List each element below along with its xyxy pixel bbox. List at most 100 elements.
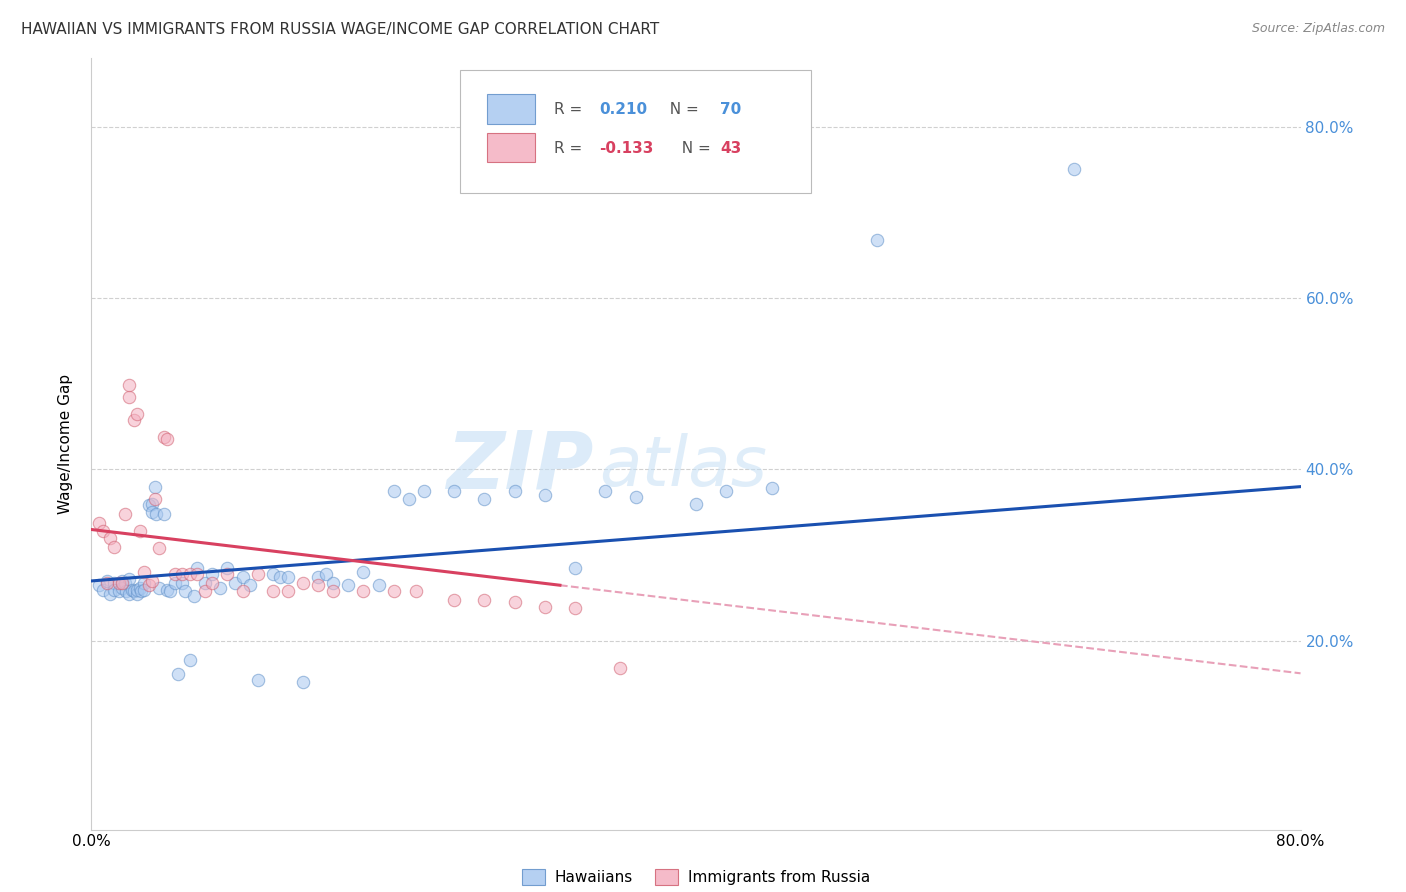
Point <box>322 575 344 590</box>
Point <box>93 524 115 539</box>
Point <box>217 561 239 575</box>
Point <box>186 561 208 575</box>
Point <box>262 567 284 582</box>
Point <box>141 497 163 511</box>
Point <box>121 582 143 597</box>
Point <box>292 575 315 590</box>
Text: 70: 70 <box>720 103 741 117</box>
Point <box>1063 162 1085 177</box>
Point <box>98 531 121 545</box>
Point <box>107 575 129 590</box>
Point <box>128 581 150 595</box>
Point <box>143 480 166 494</box>
Point <box>322 584 344 599</box>
Point <box>134 575 156 590</box>
Text: 43: 43 <box>720 141 741 156</box>
Point <box>277 584 299 599</box>
Point <box>141 505 163 519</box>
Point <box>246 673 269 687</box>
Point <box>292 675 315 690</box>
Point <box>405 584 427 599</box>
Point <box>122 584 145 599</box>
Point <box>174 584 197 599</box>
Point <box>111 575 132 590</box>
Point <box>398 492 420 507</box>
Text: HAWAIIAN VS IMMIGRANTS FROM RUSSIA WAGE/INCOME GAP CORRELATION CHART: HAWAIIAN VS IMMIGRANTS FROM RUSSIA WAGE/… <box>21 22 659 37</box>
Point <box>714 483 737 498</box>
Point <box>443 483 465 498</box>
Point <box>148 541 170 556</box>
Point <box>125 407 148 421</box>
Point <box>307 578 329 592</box>
Point <box>533 488 555 502</box>
Point <box>179 653 201 667</box>
FancyBboxPatch shape <box>486 95 536 124</box>
Point <box>153 430 176 444</box>
Point <box>143 492 166 507</box>
Point <box>156 433 179 447</box>
Point <box>231 584 253 599</box>
Point <box>609 661 631 675</box>
Point <box>201 575 224 590</box>
Point <box>122 413 145 427</box>
Point <box>503 483 526 498</box>
Point <box>115 584 138 599</box>
Point <box>128 524 150 539</box>
Point <box>156 582 179 597</box>
Point <box>224 575 246 590</box>
Point <box>138 578 160 592</box>
Point <box>134 566 156 580</box>
Point <box>183 590 205 604</box>
Point <box>153 507 176 521</box>
Text: N =: N = <box>659 103 703 117</box>
Point <box>172 567 194 582</box>
Point <box>134 582 156 597</box>
Point <box>533 599 555 614</box>
Legend: Hawaiians, Immigrants from Russia: Hawaiians, Immigrants from Russia <box>516 863 876 891</box>
Point <box>761 481 783 495</box>
Point <box>217 567 239 582</box>
Text: Source: ZipAtlas.com: Source: ZipAtlas.com <box>1251 22 1385 36</box>
Point <box>246 567 269 582</box>
Point <box>87 578 110 592</box>
Point <box>163 575 186 590</box>
Text: R =: R = <box>554 141 588 156</box>
Point <box>125 582 148 597</box>
Point <box>201 567 224 582</box>
Text: R =: R = <box>554 103 588 117</box>
Point <box>111 581 132 595</box>
Y-axis label: Wage/Income Gap: Wage/Income Gap <box>58 374 73 514</box>
Point <box>96 575 118 590</box>
Point <box>166 666 188 681</box>
Point <box>307 569 329 583</box>
Point <box>262 584 284 599</box>
Point <box>595 483 617 498</box>
Point <box>129 584 152 599</box>
Point <box>148 581 170 595</box>
Point <box>96 574 118 588</box>
Point <box>866 233 889 247</box>
Point <box>231 569 253 583</box>
Point <box>114 575 136 590</box>
Text: 0.210: 0.210 <box>599 103 647 117</box>
Point <box>87 516 110 530</box>
Point <box>107 584 129 599</box>
Point <box>194 575 217 590</box>
Point <box>103 582 125 597</box>
Point <box>382 483 405 498</box>
Point <box>472 592 495 607</box>
Point <box>159 584 181 599</box>
Point <box>269 569 291 583</box>
Point <box>103 575 125 590</box>
Point <box>145 507 167 521</box>
FancyBboxPatch shape <box>460 70 811 193</box>
Point <box>118 390 141 404</box>
Point <box>472 492 495 507</box>
Point <box>93 582 115 597</box>
Point <box>118 572 141 586</box>
Point <box>103 540 125 554</box>
Point <box>239 578 262 592</box>
Point <box>315 567 337 582</box>
Point <box>179 567 201 582</box>
Point <box>111 574 132 588</box>
